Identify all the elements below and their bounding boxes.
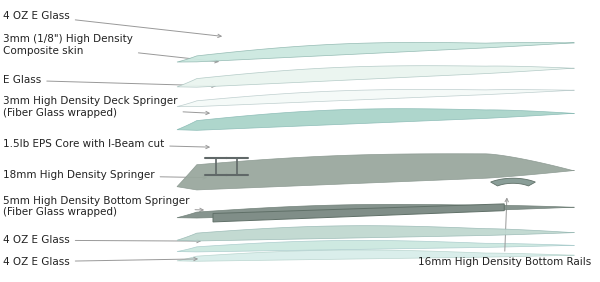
Text: 4 OZ E Glass: 4 OZ E Glass xyxy=(3,10,221,38)
Text: 16mm High Density Bottom Rails: 16mm High Density Bottom Rails xyxy=(418,199,591,267)
Polygon shape xyxy=(177,154,574,190)
Text: 18mm High Density Springer: 18mm High Density Springer xyxy=(3,170,206,180)
Text: 3mm (1/8") High Density
Composite skin: 3mm (1/8") High Density Composite skin xyxy=(3,34,218,63)
Text: 1.5lb EPS Core with I-Beam cut: 1.5lb EPS Core with I-Beam cut xyxy=(3,139,209,149)
Polygon shape xyxy=(177,66,574,87)
Polygon shape xyxy=(177,250,574,261)
Text: 4 OZ E Glass: 4 OZ E Glass xyxy=(3,257,197,267)
Text: E Glass: E Glass xyxy=(3,75,215,87)
Polygon shape xyxy=(491,178,535,186)
Polygon shape xyxy=(177,43,574,62)
Polygon shape xyxy=(177,89,574,107)
Polygon shape xyxy=(177,226,574,241)
Polygon shape xyxy=(213,204,504,222)
Polygon shape xyxy=(177,204,574,218)
Polygon shape xyxy=(177,109,574,130)
Text: 5mm High Density Bottom Springer
(Fiber Glass wrapped): 5mm High Density Bottom Springer (Fiber … xyxy=(3,196,203,217)
Text: 3mm High Density Deck Springer
(Fiber Glass wrapped): 3mm High Density Deck Springer (Fiber Gl… xyxy=(3,96,209,118)
Text: 4 OZ E Glass: 4 OZ E Glass xyxy=(3,235,200,245)
Polygon shape xyxy=(177,241,574,252)
